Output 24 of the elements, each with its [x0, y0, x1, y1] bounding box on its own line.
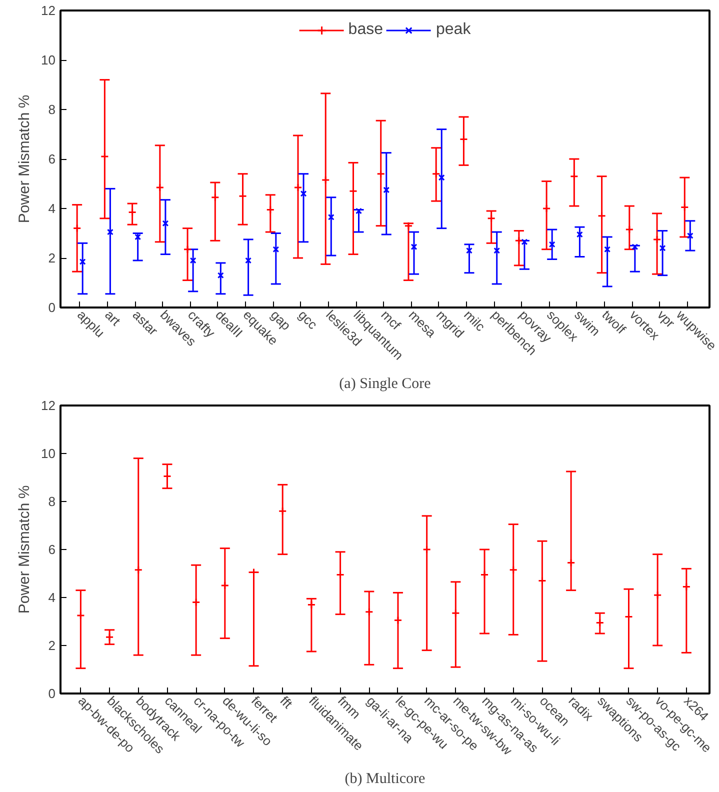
y-tick-label: 6 — [48, 152, 56, 166]
x-tick-label: fft — [277, 693, 296, 712]
y-axis-title: Power Mismatch % — [16, 485, 34, 614]
x-axis-title: (a) Single Core — [339, 376, 432, 392]
y-tick-label: 4 — [48, 590, 56, 605]
y-tick-label: 8 — [48, 494, 56, 509]
x-tick-label: vpr — [654, 307, 678, 332]
y-tick-label: 8 — [48, 102, 56, 117]
y-tick-label: 0 — [48, 300, 56, 315]
x-tick-label: art — [102, 307, 124, 329]
legend-label: peak — [436, 21, 471, 39]
y-tick-label: 2 — [48, 250, 56, 266]
y-tick-label: 10 — [41, 52, 56, 68]
y-tick-label: 10 — [41, 446, 56, 461]
y-tick-label: 6 — [48, 542, 56, 557]
x-tick-label: gcc — [295, 307, 321, 332]
y-tick-label: 0 — [48, 686, 56, 701]
y-tick-label: 12 — [41, 398, 56, 413]
y-tick-label: 2 — [48, 638, 56, 653]
x-axis-title: (b) Multicore — [344, 771, 426, 788]
y-tick-label: 12 — [41, 3, 56, 18]
y-tick-label: 4 — [48, 201, 56, 216]
legend-label: base — [348, 21, 383, 39]
y-axis-title: Power Mismatch % — [16, 94, 34, 224]
